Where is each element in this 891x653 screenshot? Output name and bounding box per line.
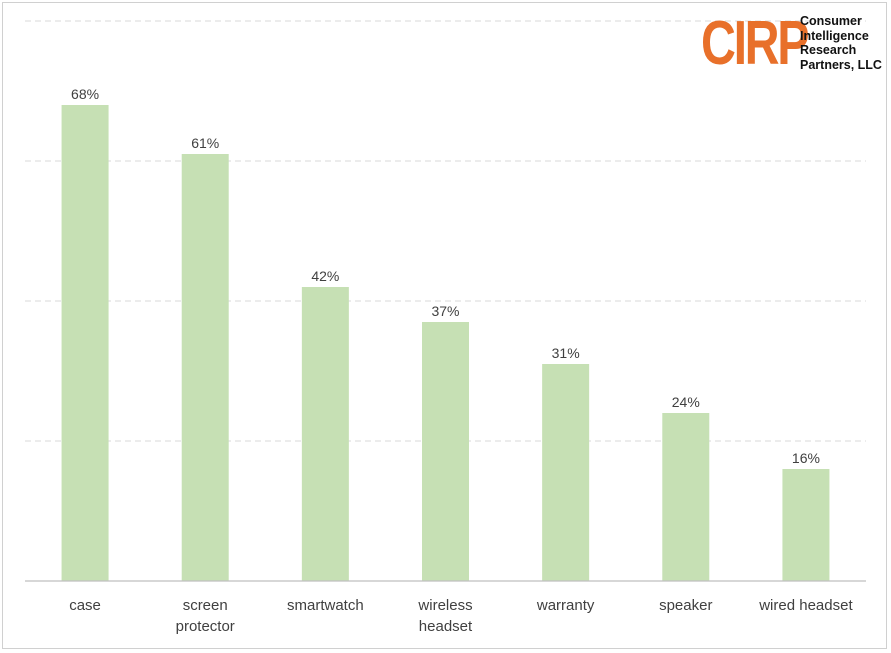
- data-label-1: 61%: [191, 135, 219, 151]
- logo-line-4: Partners, LLC: [800, 57, 882, 72]
- bar-chart: 68% case 61% screen protector 42% smartwatch 37…: [25, 20, 866, 635]
- category-label-0-0: case: [69, 597, 101, 614]
- data-label-6: 16%: [792, 450, 820, 466]
- bar-1: [181, 154, 229, 581]
- category-label-2-0: smartwatch: [287, 597, 364, 614]
- data-label-5: 24%: [672, 394, 700, 410]
- bar-6: [782, 469, 830, 581]
- bar-5: [662, 413, 710, 581]
- category-label-1-0: screen: [183, 597, 228, 614]
- logo-text: Consumer Intelligence Research Partners,…: [800, 14, 882, 72]
- bar-3: [422, 322, 469, 581]
- category-label-6-0: wired headset: [758, 597, 853, 614]
- logo-line-2: Intelligence: [800, 28, 869, 43]
- bar-4: [542, 364, 590, 581]
- category-label-3-0: wireless: [417, 597, 472, 614]
- data-label-0: 68%: [71, 86, 99, 102]
- category-label-3-1: headset: [419, 618, 473, 635]
- logo-line-3: Research: [800, 43, 857, 57]
- bar-0: [61, 105, 109, 581]
- logo-line-1: Consumer: [800, 14, 862, 28]
- logo-mark: CIRP: [701, 9, 810, 78]
- data-label-2: 42%: [311, 268, 339, 284]
- category-label-4-0: warranty: [536, 597, 595, 614]
- data-label-3: 37%: [431, 303, 459, 319]
- category-label-1-1: protector: [176, 618, 235, 635]
- data-label-4: 31%: [552, 345, 580, 361]
- category-label-5-0: speaker: [659, 597, 712, 614]
- bar-2: [301, 287, 349, 581]
- cirp-logo: CIRP Consumer Intelligence Research Part…: [701, 13, 886, 77]
